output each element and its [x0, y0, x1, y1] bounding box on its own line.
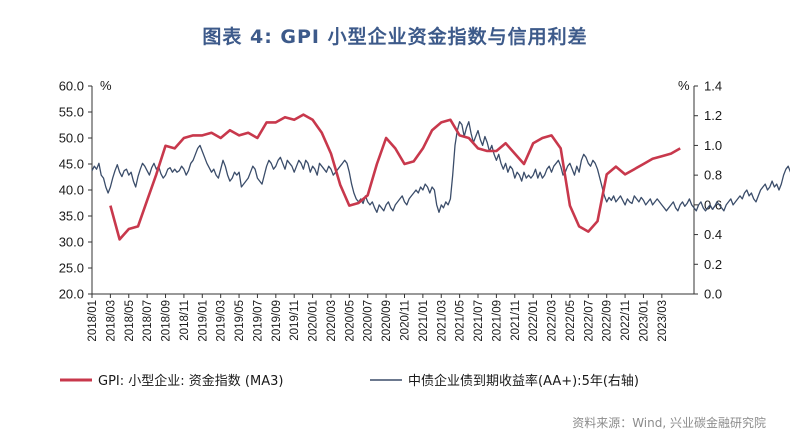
- x-tick-label: 2019/05: [234, 300, 246, 342]
- legend-label-gpi: GPI: 小型企业: 资金指数 (MA3): [98, 373, 283, 389]
- right-tick-label: 0.0: [704, 287, 722, 302]
- series-line-yield: [91, 121, 790, 213]
- right-tick-label: 0.6: [704, 197, 722, 212]
- legend: GPI: 小型企业: 资金指数 (MA3) 中债企业债到期收益率(AA+):5年…: [60, 373, 639, 389]
- series-line-gpi: [109, 113, 681, 241]
- x-tick-label: 2021/05: [455, 300, 467, 342]
- right-tick-label: 0.8: [704, 168, 722, 183]
- x-tick-label: 2019/07: [252, 300, 264, 342]
- right-tick-label: 0.2: [704, 257, 722, 272]
- x-tick-label: 2019/09: [271, 300, 283, 342]
- left-tick-label: 20.0: [59, 287, 84, 302]
- left-tick-label: 60.0: [59, 79, 84, 94]
- x-tick-label: 2021/07: [473, 300, 485, 342]
- x-tick-label: 2018/09: [161, 300, 173, 342]
- source-note: 资料来源：Wind, 兴业碳金融研究院: [572, 416, 766, 430]
- right-tick-label: 0.4: [704, 227, 722, 242]
- x-tick-label: 2022/11: [620, 300, 632, 341]
- x-tick-label: 2018/11: [179, 300, 191, 341]
- x-tick-label: 2020/07: [363, 300, 375, 342]
- left-tick-label: 40.0: [59, 183, 84, 198]
- left-tick-label: 50.0: [59, 131, 84, 146]
- right-axis-unit: %: [678, 78, 690, 93]
- x-tick-label: 2023/03: [657, 300, 669, 342]
- x-tick-label: 2021/01: [418, 300, 430, 342]
- x-tick-label: 2020/11: [399, 300, 411, 341]
- x-tick-label: 2022/03: [547, 300, 559, 342]
- right-tick-label: 1.4: [704, 79, 722, 94]
- x-tick-label: 2018/05: [124, 300, 136, 342]
- right-tick-label: 1.0: [704, 138, 722, 153]
- axes: 20.0 25.0 30.0 35.0 40.0 45.0 50.0 55.0 60.0 % 0.0…: [59, 78, 722, 342]
- x-tick-label: 2022/01: [528, 300, 540, 342]
- series-layer: [91, 113, 790, 241]
- x-tick-label: 2022/09: [602, 300, 614, 342]
- left-tick-label: 55.0: [59, 105, 84, 120]
- x-tick-label: 2019/11: [289, 300, 301, 341]
- legend-label-yield: 中债企业债到期收益率(AA+):5年(右轴): [408, 373, 639, 389]
- x-tick-label: 2021/03: [436, 300, 448, 342]
- x-tick-label: 2020/05: [344, 300, 356, 342]
- x-tick-label: 2019/03: [216, 300, 228, 342]
- left-tick-label: 45.0: [59, 157, 84, 172]
- x-tick-label: 2021/11: [510, 300, 522, 341]
- x-tick-label: 2018/03: [105, 300, 117, 342]
- x-tick-label: 2022/07: [583, 300, 595, 342]
- left-tick-label: 35.0: [59, 209, 84, 224]
- x-tick-label: 2020/03: [326, 300, 338, 342]
- right-tick-label: 1.2: [704, 108, 722, 123]
- left-tick-label: 30.0: [59, 235, 84, 250]
- x-tick-label: 2020/09: [381, 300, 393, 342]
- x-tick-label: 2018/07: [142, 300, 154, 342]
- left-axis-unit: %: [100, 78, 112, 93]
- x-tick-label: 2023/01: [638, 300, 650, 342]
- left-tick-label: 25.0: [59, 261, 84, 276]
- x-tick-label: 2018/01: [87, 300, 99, 342]
- x-tick-label: 2022/05: [565, 300, 577, 342]
- x-tick-label: 2020/01: [308, 300, 320, 342]
- x-tick-label: 2019/01: [197, 300, 209, 342]
- x-tick-label: 2021/09: [491, 300, 503, 342]
- chart-title: 图表 4: GPI 小型企业资金指数与信用利差: [202, 26, 588, 48]
